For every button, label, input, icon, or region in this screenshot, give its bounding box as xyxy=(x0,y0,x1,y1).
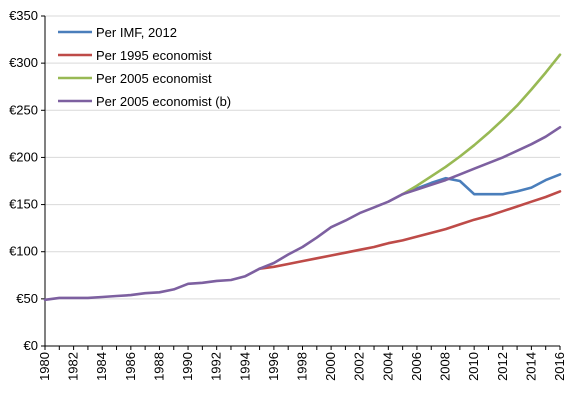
series-line-3 xyxy=(401,53,562,196)
x-tick-labels: 1980 1982 1984 1986 1988 1990 1992 1994 1996 1998… xyxy=(37,352,567,381)
legend-label-1: Per IMF, 2012 xyxy=(96,25,177,40)
x-tick-label: 2014 xyxy=(523,352,538,381)
series-line-4 xyxy=(43,126,562,302)
y-tick-label: €300 xyxy=(9,55,38,70)
axes xyxy=(41,15,561,350)
x-tick-label: 1990 xyxy=(180,352,195,381)
x-tick-label: 2000 xyxy=(323,352,338,381)
gridlines xyxy=(45,15,560,300)
series-line-1 xyxy=(401,173,562,196)
legend-label-3: Per 2005 economist xyxy=(96,71,212,86)
x-tick-label: 1984 xyxy=(94,352,109,381)
x-tick-label: 1998 xyxy=(295,352,310,381)
x-tick-label: 1994 xyxy=(237,352,252,381)
legend-label-2: Per 1995 economist xyxy=(96,48,212,63)
x-tick-label: 2016 xyxy=(552,352,567,381)
x-tick-label: 2002 xyxy=(352,352,367,381)
x-tick-label: 2012 xyxy=(495,352,510,381)
series-line-2 xyxy=(258,190,562,271)
x-tick-label: 2008 xyxy=(438,352,453,381)
y-tick-labels: €0 €50 €100 €150 €200 €250 €300 €350 xyxy=(9,8,38,353)
x-tick-label: 2010 xyxy=(466,352,481,381)
y-tick-label: €100 xyxy=(9,244,38,259)
y-tick-label: €350 xyxy=(9,8,38,23)
x-tick-label: 1980 xyxy=(37,352,52,381)
x-tick-label: 1996 xyxy=(266,352,281,381)
y-tick-label: €250 xyxy=(9,102,38,117)
legend-label-4: Per 2005 economist (b) xyxy=(96,94,231,109)
legend: Per IMF, 2012 Per 1995 economist Per 2005 … xyxy=(58,25,231,109)
x-tick-label: 1988 xyxy=(151,352,166,381)
x-tick-label: 2004 xyxy=(380,352,395,381)
y-tick-label: €50 xyxy=(16,291,38,306)
series-lines xyxy=(43,53,562,302)
y-tick-label: €150 xyxy=(9,197,38,212)
x-tick-label: 1982 xyxy=(66,352,81,381)
y-tick-label: €200 xyxy=(9,149,38,164)
x-tick-label: 1992 xyxy=(209,352,224,381)
y-tick-label: €0 xyxy=(24,338,38,353)
x-tick-label: 2006 xyxy=(409,352,424,381)
x-tick-label: 1986 xyxy=(123,352,138,381)
